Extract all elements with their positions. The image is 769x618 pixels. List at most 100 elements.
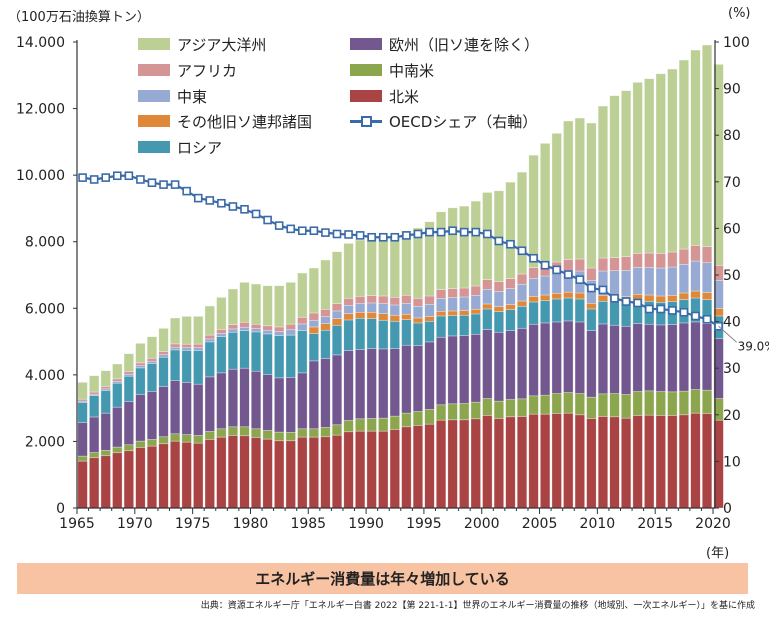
bar-segment — [424, 320, 435, 343]
legend-swatch — [138, 90, 170, 102]
oecd-share-marker — [668, 306, 677, 315]
bar-segment — [181, 347, 192, 351]
bar-segment — [493, 311, 504, 333]
bar-segment — [250, 323, 262, 329]
bar-segment — [77, 402, 88, 423]
bar-segment — [320, 323, 331, 331]
oecd-share-marker — [575, 275, 585, 284]
oecd-share-marker — [506, 239, 515, 249]
bar-segment — [690, 412, 701, 509]
bar-segment — [181, 434, 192, 443]
bar-segment — [146, 336, 158, 359]
bar-segment — [135, 362, 146, 367]
bar-segment — [216, 333, 227, 337]
bar-segment — [100, 370, 111, 387]
bar-segment — [516, 284, 528, 302]
bar-segment — [620, 90, 632, 257]
bar-segment — [285, 323, 296, 331]
oecd-share-marker — [448, 226, 457, 236]
bar-segment — [644, 323, 655, 392]
bar-segment — [181, 382, 192, 435]
bar-segment — [412, 345, 424, 412]
bar-segment — [123, 450, 134, 509]
bar-segment — [308, 267, 319, 314]
bar-segment — [297, 436, 308, 509]
x-tick-label: 1975 — [175, 516, 211, 532]
oecd-share-marker — [263, 215, 272, 225]
bar-segment — [378, 319, 389, 350]
bar-segment — [655, 295, 666, 303]
bar-segment — [632, 82, 643, 254]
oecd-share-marker — [633, 298, 642, 308]
bar-segment — [482, 303, 493, 310]
bar-segment — [331, 303, 343, 312]
bar-segment — [181, 350, 192, 383]
bar-segment — [297, 272, 308, 318]
bar-segment — [597, 300, 609, 325]
bar-segment — [655, 415, 666, 509]
bar-segment — [632, 323, 643, 392]
bar-segment — [343, 420, 354, 433]
bar-segment — [389, 297, 400, 306]
bar-segment — [135, 367, 146, 395]
oecd-share-marker — [691, 311, 700, 321]
y2-tick-label: 80 — [723, 128, 741, 144]
bar-segment — [597, 295, 609, 302]
bar-segment — [216, 428, 227, 438]
bar-segment — [320, 329, 331, 359]
oecd-share-marker — [552, 265, 562, 275]
bar-segment — [331, 251, 343, 304]
legend-swatch — [138, 141, 170, 153]
bar-segment — [366, 318, 377, 349]
bar-segment — [563, 120, 574, 260]
legend-item-europe: 欧州（旧ソ連を除く） — [350, 34, 539, 54]
bar-segment — [239, 282, 250, 323]
bar-segment — [563, 412, 574, 509]
bar-segment — [89, 395, 100, 418]
bar-segment — [123, 375, 134, 402]
oecd-share-marker — [621, 297, 631, 306]
oecd-share-marker — [89, 175, 99, 184]
bar-segment — [193, 350, 204, 385]
bar-segment — [89, 375, 100, 393]
bar-segment — [355, 418, 366, 432]
bar-segment — [528, 154, 539, 268]
bar-segment — [320, 436, 331, 509]
bar-segment — [320, 259, 331, 310]
bar-segment — [100, 412, 111, 451]
bar-segment — [620, 417, 632, 509]
bar-segment — [586, 122, 597, 269]
x-tick-label: 1985 — [290, 516, 326, 532]
bar-segment — [181, 316, 192, 345]
y2-tick-label: 100 — [723, 35, 750, 51]
bar-segment — [540, 394, 551, 415]
bar-segment — [586, 330, 597, 398]
bar-segment — [401, 426, 412, 509]
bar-segment — [308, 312, 319, 321]
bar-segment — [678, 292, 690, 300]
bar-segment — [389, 429, 400, 509]
bar-segment — [701, 262, 713, 293]
bar-segment — [89, 391, 100, 395]
bar-segment — [435, 310, 447, 317]
bar-segment — [447, 310, 458, 316]
bar-segment — [320, 427, 331, 438]
x-tick-label: 2005 — [522, 516, 558, 532]
bar-segment — [123, 401, 134, 446]
bar-segment — [586, 302, 597, 310]
bar-segment — [597, 257, 609, 272]
oecd-share-marker — [286, 224, 296, 234]
oecd-share-marker — [355, 231, 365, 240]
legend-item-russia: ロシア — [138, 137, 222, 157]
bar-segment — [435, 297, 447, 312]
bar-segment — [112, 382, 123, 408]
x-tick-label: 2015 — [637, 516, 673, 532]
bar-segment — [227, 324, 239, 330]
x-tick-label: 1980 — [233, 516, 269, 532]
bar-segment — [551, 273, 562, 294]
bar-segment — [401, 412, 412, 428]
bar-segment — [308, 326, 319, 334]
legend-swatch — [138, 38, 170, 50]
bar-segment — [713, 64, 724, 266]
bar-segment — [355, 296, 366, 304]
